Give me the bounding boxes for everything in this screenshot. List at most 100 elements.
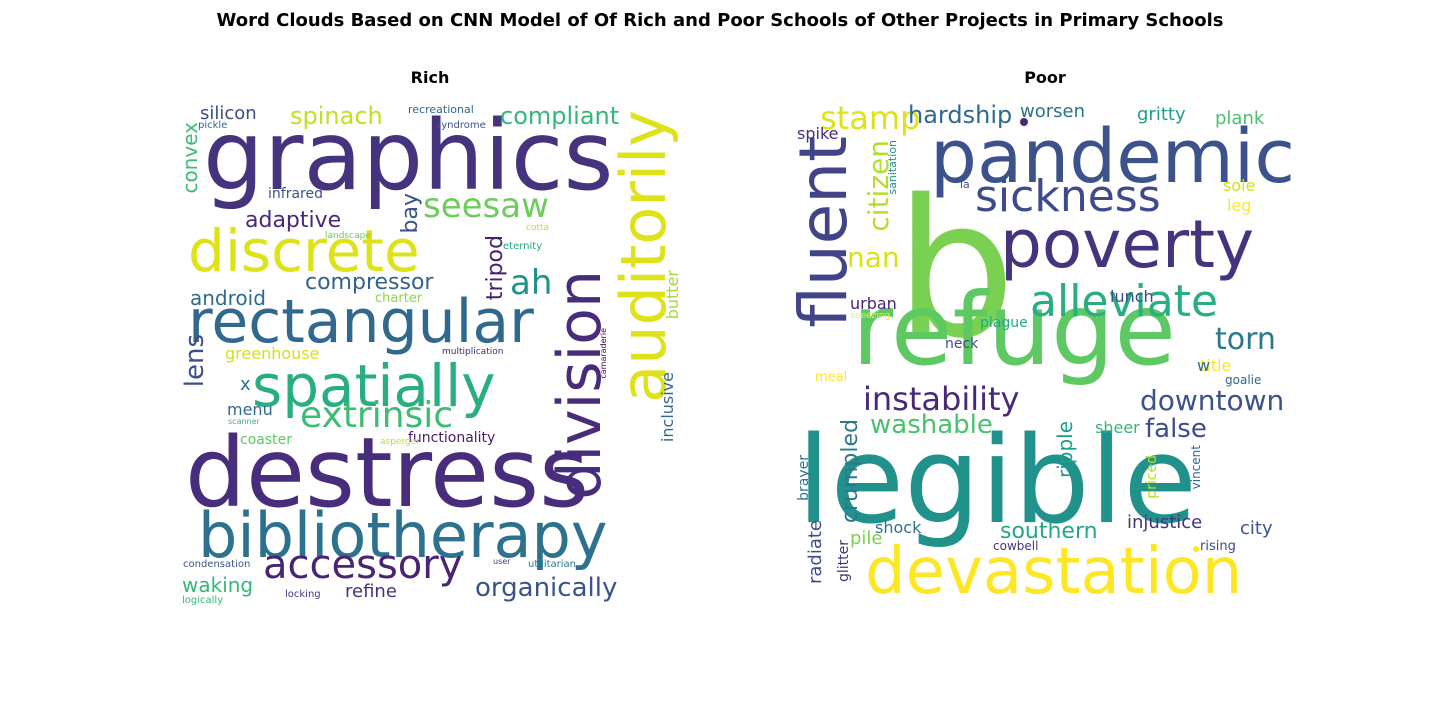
cloud-word: ah [510,263,553,303]
cloud-word: sole [1223,176,1256,195]
cloud-word: city [1240,518,1273,539]
cloud-word: bibliotherapy [198,499,608,572]
cloud-word: logically [182,595,224,606]
cloud-word: condensation [183,559,251,570]
cloud-word: injustice [1127,512,1203,533]
cloud-word: devastation [865,535,1243,609]
cloud-word: vincent [1189,445,1203,490]
cloud-word: seesaw [423,186,549,226]
cloud-word: pickle [198,120,228,131]
cloud-word: functionality [408,430,496,446]
cloud-word: b [895,159,1016,380]
cloud-word: la [960,178,970,191]
cloud-word: washable [870,410,993,440]
cloud-word: silicon [200,103,257,124]
cloud-word: priced [1144,455,1160,499]
cloud-word: downtown [1140,384,1285,417]
cloud-word: nan [847,241,900,274]
cloud-word: adaptive [245,208,342,233]
cloud-word: greenhouse [225,344,320,363]
cloud-word: fluent [795,136,862,328]
cloud-word: auditorily [607,110,680,403]
cloud-word: scanner [228,417,260,426]
cloud-word: recreational [408,103,474,116]
cloud-word: plank [1215,108,1265,129]
cloud-word: multiplication [442,347,504,357]
cloud-word: leg [1227,196,1252,215]
cloud-word: meal [815,370,848,385]
cloud-word: charter [375,291,423,306]
cloud-word: eternity [503,241,543,252]
decorative-dot [1193,546,1199,552]
cloud-word: convex [180,122,202,194]
cloud-word: ripple [1053,421,1077,479]
cloud-word: bay [398,193,423,234]
cloud-word: camaraderie [599,328,608,379]
cloud-word: x [240,374,251,395]
cloud-word: discrete [188,217,420,285]
poor-panel-title: Poor [1024,68,1066,87]
cloud-word: crumpled [838,419,863,524]
cloud-word: rectangular [188,287,534,357]
cloud-word: refine [345,581,397,602]
cloud-word: user [493,557,511,566]
cloud-word: sickness [975,171,1161,222]
cloud-word: legible [797,412,1198,551]
cloud-word: worsen [1020,101,1085,122]
cloud-word: spike [797,124,839,143]
cloud-word: plague [980,315,1028,331]
cloud-word: gritty [1137,104,1186,125]
cloud-word: poverty [1000,206,1255,283]
cloud-word: utilitarian [528,559,576,570]
cloud-word: cowbell [993,539,1039,553]
cloud-word: menu [227,400,273,419]
rich-word-cloud: graphics destress bibliotherapy rectangular… [180,100,680,620]
cloud-word: pandemic [930,114,1295,200]
cloud-word: spinach [290,102,383,130]
cloud-word: infrared [268,186,323,202]
cloud-word: hardship [908,101,1013,129]
cloud-word: coaster [240,432,292,448]
cloud-word: lunch [1110,287,1154,306]
cloud-word: title [1200,356,1232,375]
cloud-word: destress [185,417,590,529]
cloud-word: southern [1000,519,1098,544]
cloud-word: android [190,286,266,310]
cloud-word: division [545,270,615,500]
cloud-word: inclusive [658,372,677,443]
cloud-word: w [1197,356,1211,375]
cloud-word: rising [1200,539,1236,554]
cloud-word: urban [850,294,897,313]
cloud-word: shock [875,518,922,537]
cloud-word: brayer [796,455,812,501]
cloud-word: torn [1215,322,1276,357]
cloud-word: landscape [325,231,371,241]
cloud-word: radiate [805,520,826,585]
cloud-word: graphics [203,100,614,212]
cloud-word: locking [285,589,321,600]
cloud-word: sheer [1095,418,1140,437]
cloud-word: sanitation [886,140,899,195]
cloud-word: alleviate [1030,276,1219,327]
cloud-word: goalie [1225,373,1262,387]
cloud-word: neck [945,336,979,352]
cloud-word: organically [475,573,618,603]
rich-word-cloud-panel: Rich graphics destress bibliotherapy rectan… [180,64,680,624]
cloud-word: waking [182,573,254,597]
cloud-word: glitter [836,540,852,583]
cloud-word: sneezing [850,311,891,321]
cloud-word: pile [850,528,883,549]
cloud-word: asperger [380,437,420,447]
cloud-word: refuge [852,271,1177,388]
cloud-word: cotta [526,223,550,233]
rich-panel-title: Rich [410,68,450,87]
poor-word-cloud-panel: Poor b legible refuge pandemic poverty fluent… [795,64,1295,624]
cloud-word: instability [863,380,1020,418]
cloud-word: spatially [252,352,496,420]
cloud-word: accessory [263,542,463,588]
cloud-word: syndrome [436,120,486,131]
decorative-dot [1020,118,1028,126]
cloud-word: false [1145,414,1207,444]
poor-word-cloud: b legible refuge pandemic poverty fluent devas… [795,100,1295,620]
cloud-word: compliant [500,102,620,130]
